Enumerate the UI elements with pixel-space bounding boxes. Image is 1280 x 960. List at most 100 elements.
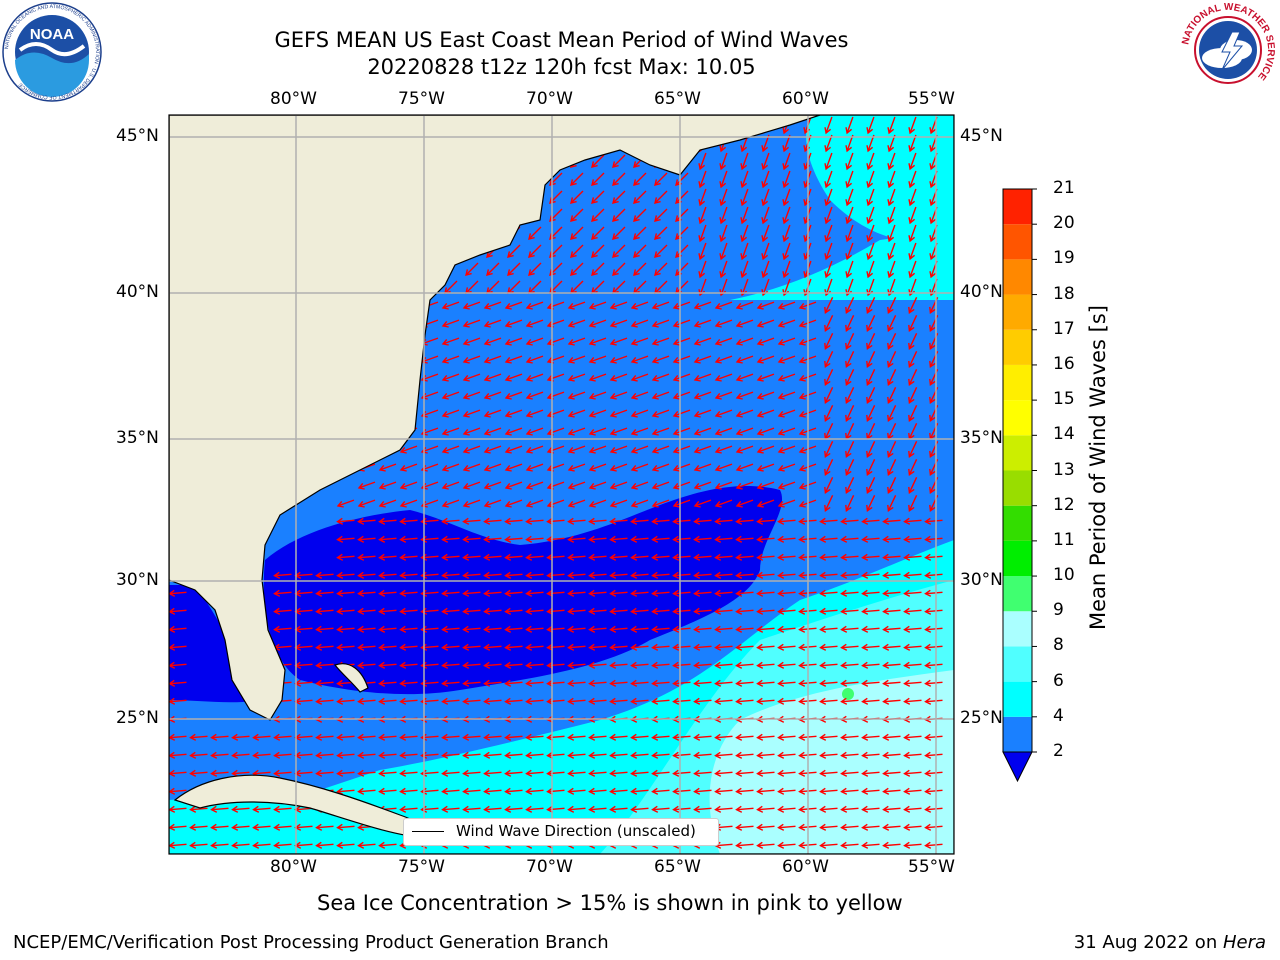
wave-arrow bbox=[567, 787, 586, 795]
wave-arrow bbox=[399, 661, 418, 669]
wave-arrow bbox=[693, 337, 712, 346]
wave-arrow bbox=[609, 445, 628, 454]
wave-arrow bbox=[714, 517, 733, 525]
wave-arrow bbox=[336, 697, 355, 705]
wave-arrow bbox=[672, 301, 691, 310]
wave-arrow bbox=[845, 459, 855, 476]
wave-arrow bbox=[908, 242, 917, 261]
wave-arrow bbox=[672, 319, 691, 328]
wave-arrow bbox=[441, 679, 460, 687]
wave-arrow bbox=[756, 787, 775, 795]
wave-arrow bbox=[845, 170, 854, 189]
wave-arrow bbox=[819, 625, 838, 633]
wave-arrow bbox=[672, 769, 691, 777]
wave-arrow bbox=[504, 571, 523, 579]
wave-arrow bbox=[698, 152, 707, 171]
wave-arrow bbox=[609, 679, 628, 687]
wave-arrow bbox=[908, 441, 918, 458]
wave-arrow bbox=[924, 589, 943, 597]
wave-arrow bbox=[570, 226, 584, 240]
wave-arrow bbox=[882, 787, 901, 795]
wave-arrow bbox=[819, 805, 838, 813]
wave-arrow bbox=[399, 751, 418, 759]
wave-arrow bbox=[845, 351, 855, 368]
wave-arrow bbox=[672, 535, 691, 543]
wave-arrow bbox=[567, 535, 586, 543]
wave-arrow bbox=[756, 517, 775, 525]
wave-arrow bbox=[504, 445, 523, 454]
wave-arrow bbox=[315, 841, 334, 849]
wave-arrow bbox=[866, 297, 876, 314]
wave-arrow bbox=[315, 751, 334, 759]
wave-arrow bbox=[714, 409, 733, 418]
wave-arrow bbox=[756, 571, 775, 579]
wave-arrow bbox=[740, 224, 749, 243]
wave-arrow bbox=[924, 607, 943, 615]
wave-arrow bbox=[735, 661, 754, 669]
wave-arrow bbox=[378, 769, 397, 777]
wave-arrow bbox=[462, 499, 481, 508]
wave-arrow bbox=[336, 499, 355, 508]
wave-arrow bbox=[336, 589, 355, 597]
wave-arrow bbox=[315, 679, 334, 687]
wave-arrow bbox=[357, 571, 376, 579]
wave-arrow bbox=[630, 697, 649, 705]
wave-arrow bbox=[651, 679, 670, 687]
wave-arrow bbox=[588, 571, 607, 579]
wave-arrow bbox=[861, 589, 880, 597]
wave-arrow bbox=[633, 226, 647, 240]
wave-arrow bbox=[840, 661, 859, 669]
wave-arrow bbox=[887, 152, 896, 171]
wave-arrow bbox=[903, 535, 922, 543]
wave-arrow bbox=[189, 751, 208, 759]
wave-arrow bbox=[698, 224, 707, 243]
wave-arrow bbox=[819, 733, 838, 741]
wave-arrow bbox=[651, 337, 670, 346]
wave-arrow bbox=[777, 499, 796, 508]
colorbar-tick-label: 9 bbox=[1053, 600, 1064, 621]
wave-arrow bbox=[504, 409, 523, 418]
wave-arrow bbox=[462, 679, 481, 687]
wave-arrow bbox=[819, 787, 838, 795]
wave-arrow bbox=[462, 589, 481, 597]
wave-arrow bbox=[441, 769, 460, 777]
wave-arrow bbox=[588, 589, 607, 597]
wave-arrow bbox=[777, 481, 796, 490]
lat-label-right-25: 25°N bbox=[960, 708, 1003, 728]
wave-arrow bbox=[777, 697, 796, 705]
wave-arrow bbox=[866, 459, 876, 476]
lon-label-top-80: 80°W bbox=[270, 89, 317, 109]
wave-arrow bbox=[609, 517, 628, 525]
wave-arrow bbox=[462, 571, 481, 579]
wave-arrow bbox=[908, 206, 917, 225]
wave-arrow bbox=[441, 607, 460, 615]
wave-arrow bbox=[441, 751, 460, 759]
lon-label-bottom-80: 80°W bbox=[270, 857, 317, 877]
wave-arrow bbox=[824, 170, 833, 189]
wave-arrow bbox=[651, 463, 670, 472]
wave-arrow bbox=[672, 553, 691, 561]
wave-arrow bbox=[588, 679, 607, 687]
wave-arrow bbox=[840, 823, 859, 831]
colorbar-segment bbox=[1003, 294, 1032, 330]
wave-arrow bbox=[462, 319, 481, 328]
wave-arrow bbox=[546, 625, 565, 633]
wave-arrow bbox=[483, 607, 502, 615]
wave-arrow bbox=[866, 441, 876, 458]
wave-arrow bbox=[908, 170, 917, 189]
wave-arrow bbox=[525, 391, 544, 400]
wave-arrow bbox=[824, 495, 834, 512]
wave-arrow bbox=[612, 172, 626, 186]
wave-arrow bbox=[693, 445, 712, 454]
wave-arrow bbox=[672, 499, 691, 508]
wave-arrow bbox=[672, 589, 691, 597]
wave-arrow bbox=[761, 260, 770, 279]
wave-arrow bbox=[357, 661, 376, 669]
chart-title: GEFS MEAN US East Coast Mean Period of W… bbox=[274, 28, 849, 52]
wave-arrow bbox=[567, 499, 586, 508]
wave-arrow bbox=[462, 517, 481, 525]
wave-arrow bbox=[719, 242, 728, 261]
wave-arrow bbox=[567, 697, 586, 705]
wave-arrow bbox=[756, 445, 775, 454]
wave-arrow bbox=[735, 463, 754, 472]
